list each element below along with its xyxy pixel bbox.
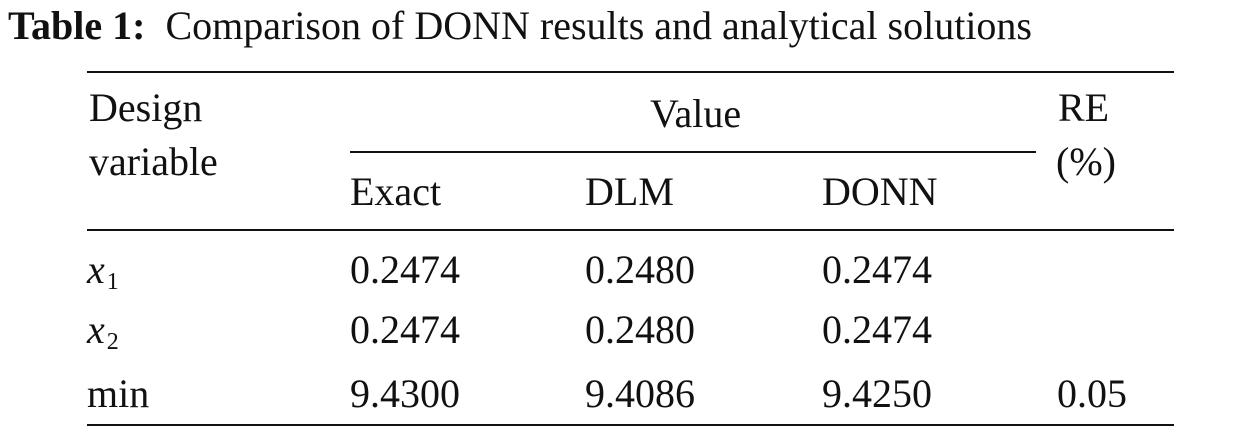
row-donn: 0.2474 [822, 307, 932, 352]
header-re-line1: RE [1058, 85, 1110, 130]
variable-base: x [87, 247, 105, 292]
row-variable: min [87, 371, 150, 416]
row-re: 0.05 [1057, 371, 1127, 416]
header-design-line2: variable [89, 139, 218, 184]
row-variable: x2 [87, 308, 119, 364]
caption-label: Table 1: [8, 3, 146, 48]
row-donn: 9.4250 [822, 371, 932, 416]
row-dlm: 0.2480 [585, 307, 695, 352]
row-exact: 0.2474 [350, 247, 460, 292]
header-value-group: Value [650, 91, 742, 136]
header-re-line2: (%) [1056, 139, 1116, 184]
row-dlm: 0.2480 [585, 247, 695, 292]
row-donn: 0.2474 [822, 247, 932, 292]
header-dlm: DLM [585, 169, 674, 214]
caption-text: Comparison of DONN results and analytica… [165, 3, 1032, 48]
header-design-line1: Design [89, 85, 203, 130]
table-caption: Table 1: Comparison of DONN results and … [8, 2, 1248, 50]
variable-subscript: 2 [106, 329, 119, 355]
top-rule [87, 71, 1174, 73]
row-variable: x1 [87, 248, 119, 304]
bottom-rule [87, 424, 1174, 426]
header-rule [87, 229, 1174, 231]
value-group-rule [350, 151, 1036, 153]
variable-base: x [87, 307, 105, 352]
variable-subscript: 1 [106, 269, 119, 295]
header-exact: Exact [350, 169, 442, 214]
header-donn: DONN [822, 169, 938, 214]
row-exact: 0.2474 [350, 307, 460, 352]
row-exact: 9.4300 [350, 371, 460, 416]
row-dlm: 9.4086 [585, 371, 695, 416]
